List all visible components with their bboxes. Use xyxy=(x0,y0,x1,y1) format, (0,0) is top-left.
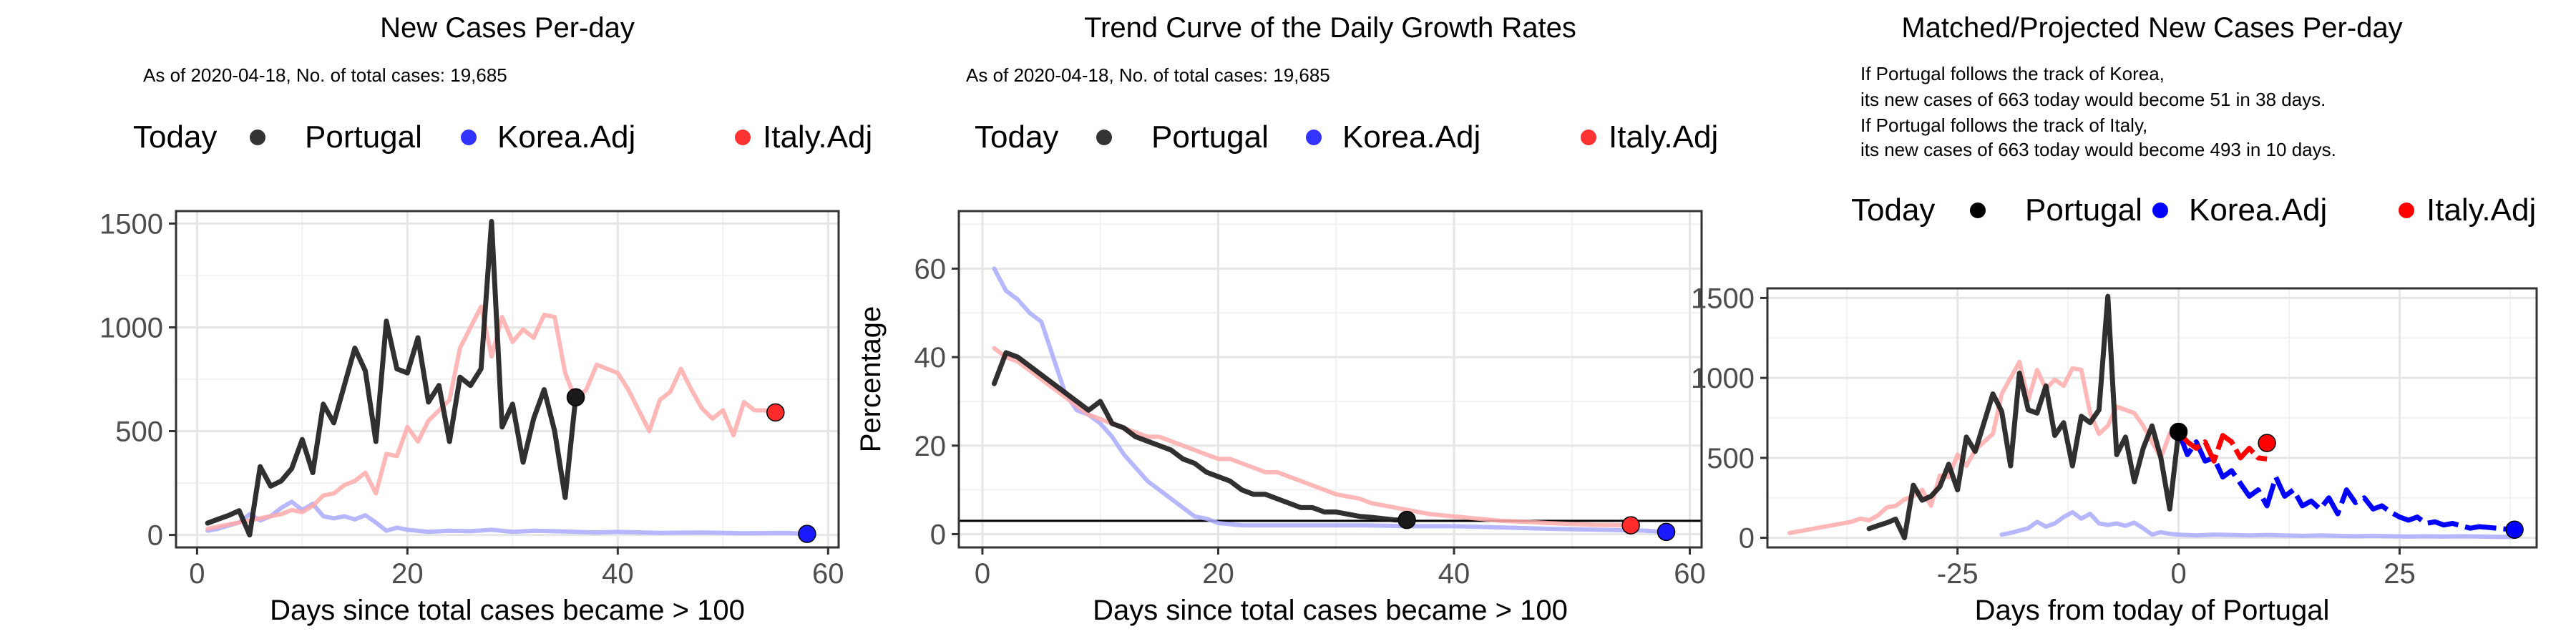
projection-note: If Portugal follows the track of Korea, xyxy=(1860,63,2165,84)
today-point-korea-adj xyxy=(798,525,816,543)
plot-area: 0 20 40 60 0 500 1000 1500 xyxy=(99,208,844,590)
today-point-italy-adj xyxy=(766,403,785,422)
x-axis-label: Days since total cases became > 100 xyxy=(270,595,745,626)
legend-title: Today xyxy=(1851,192,1935,228)
chart-title: New Cases Per-day xyxy=(380,12,635,44)
legend-title: Today xyxy=(975,119,1058,155)
x-tick-label: 0 xyxy=(975,558,990,590)
legend: Today Portugal Korea.Adj Italy.Adj xyxy=(1851,192,2536,228)
legend-dot-italy-adj xyxy=(2399,203,2414,218)
x-tick-label: 20 xyxy=(1202,558,1234,590)
y-tick-label: 20 xyxy=(914,431,947,462)
series-line-portugal xyxy=(1866,293,2182,541)
legend-label-italy-adj: Italy.Adj xyxy=(1609,119,1718,155)
chart-subtitle: As of 2020-04-18, No. of total cases: 19… xyxy=(143,64,507,86)
x-tick-label: -25 xyxy=(1937,558,1979,590)
legend-label-portugal: Portugal xyxy=(305,119,422,155)
projection-line-italy-adj xyxy=(2176,430,2268,464)
panel-2: Trend Curve of the Daily Growth Rates As … xyxy=(855,12,1718,626)
legend-dot-korea-adj xyxy=(1306,130,1322,145)
y-tick-label: 500 xyxy=(1707,443,1755,474)
legend-dot-portugal xyxy=(1096,130,1112,145)
y-tick-label: 500 xyxy=(115,416,163,448)
legend-label-korea-adj: Korea.Adj xyxy=(2189,192,2327,228)
x-tick-label: 60 xyxy=(812,558,844,590)
projection-line-korea-adj xyxy=(2176,431,2515,532)
series-line-italy-adj xyxy=(205,304,778,531)
legend-dot-italy-adj xyxy=(735,130,751,145)
today-point-korea-adj xyxy=(2505,520,2524,539)
y-axis-label: Percentage xyxy=(855,306,887,453)
today-point-portugal xyxy=(2169,422,2188,441)
x-tick-label: 0 xyxy=(189,558,205,590)
y-tick-label: 40 xyxy=(914,342,947,374)
legend-label-korea-adj: Korea.Adj xyxy=(497,119,635,155)
legend-title: Today xyxy=(133,119,217,155)
series-line-italy-adj xyxy=(992,346,1634,528)
today-point-portugal xyxy=(566,388,585,406)
y-tick-label: 1000 xyxy=(1691,363,1755,394)
x-tick-label: 20 xyxy=(391,558,424,590)
legend-dot-korea-adj xyxy=(461,130,477,145)
today-point-italy-adj xyxy=(1621,516,1640,535)
legend-label-korea-adj: Korea.Adj xyxy=(1342,119,1480,155)
chart-title: Trend Curve of the Daily Growth Rates xyxy=(1084,12,1576,44)
x-tick-label: 40 xyxy=(1438,558,1470,590)
plot-border xyxy=(175,210,840,549)
x-axis-label: Days from today of Portugal xyxy=(1975,595,2330,626)
chart-title: Matched/Projected New Cases Per-day xyxy=(1901,12,2402,44)
x-tick-label: 0 xyxy=(2170,558,2186,590)
plot-border xyxy=(957,210,1703,549)
projection-note: its new cases of 663 today would become … xyxy=(1860,89,2326,110)
y-tick-label: 0 xyxy=(1739,523,1755,555)
plot-area: 0 20 40 60 0 20 40 60 xyxy=(914,210,1706,590)
legend-label-portugal: Portugal xyxy=(1151,119,1269,155)
x-axis-label: Days since total cases became > 100 xyxy=(1093,595,1568,626)
legend: Today Portugal Korea.Adj Italy.Adj xyxy=(975,119,1718,155)
y-tick-label: 1000 xyxy=(99,312,163,343)
series-line-korea-adj xyxy=(992,266,1669,535)
y-tick-label: 1500 xyxy=(1691,283,1755,314)
x-tick-label: 40 xyxy=(602,558,634,590)
today-point-italy-adj xyxy=(2258,434,2276,452)
projection-note: its new cases of 663 today would become … xyxy=(1860,139,2336,160)
series-line-portugal xyxy=(205,219,579,538)
today-point-portugal xyxy=(1397,510,1416,530)
x-tick-label: 25 xyxy=(2384,558,2416,590)
today-point-korea-adj xyxy=(1657,522,1676,542)
plot-border xyxy=(1766,287,2538,549)
legend-dot-portugal xyxy=(250,130,265,145)
panel-3: Matched/Projected New Cases Per-day If Po… xyxy=(1691,12,2538,626)
chart-subtitle: As of 2020-04-18, No. of total cases: 19… xyxy=(966,64,1330,86)
y-tick-label: 1500 xyxy=(99,208,163,240)
y-tick-label: 60 xyxy=(914,253,947,285)
panel-1: New Cases Per-day As of 2020-04-18, No. o… xyxy=(99,12,872,626)
plot-background xyxy=(959,211,1702,547)
series-line-korea-adj xyxy=(1999,509,2517,540)
series-line-portugal xyxy=(991,350,1410,523)
legend-dot-portugal xyxy=(1970,203,1986,218)
legend-label-italy-adj: Italy.Adj xyxy=(763,119,872,155)
legend-label-portugal: Portugal xyxy=(2025,192,2142,228)
y-tick-label: 0 xyxy=(930,519,946,550)
projection-note: If Portugal follows the track of Italy, xyxy=(1860,114,2147,136)
legend-dot-korea-adj xyxy=(2152,203,2168,218)
y-tick-label: 0 xyxy=(147,520,163,552)
x-tick-label: 60 xyxy=(1674,558,1706,590)
legend: Today Portugal Korea.Adj Italy.Adj xyxy=(133,119,872,155)
legend-label-italy-adj: Italy.Adj xyxy=(2426,192,2536,228)
legend-dot-italy-adj xyxy=(1581,130,1596,145)
